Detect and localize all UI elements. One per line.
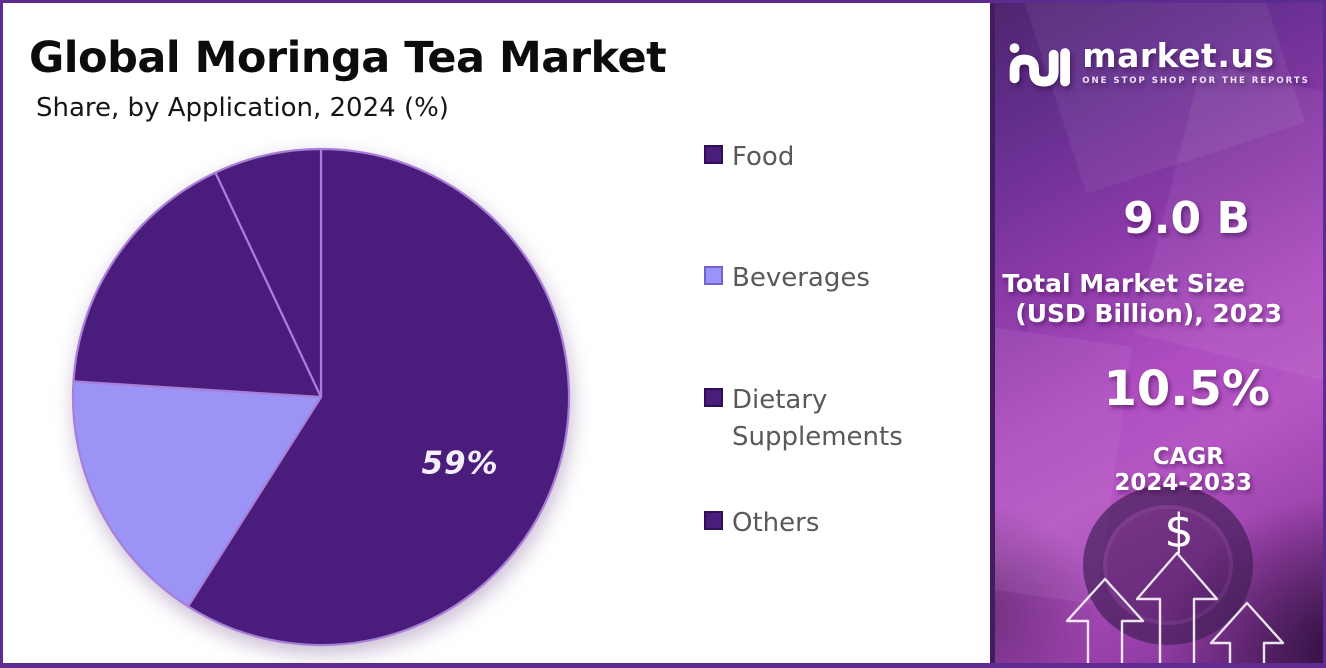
pie-slice-others bbox=[214, 147, 323, 399]
brand-logo: market.us ONE STOP SHOP FOR THE REPORTS bbox=[995, 35, 1323, 89]
cagr-value: 10.5% bbox=[1103, 361, 1270, 417]
legend-swatch-others bbox=[704, 511, 723, 530]
pie-slice-dietary-supplements bbox=[72, 171, 323, 399]
market-size-label-2: (USD Billion), 2023 bbox=[1015, 299, 1282, 328]
cagr-label: CAGR bbox=[1152, 444, 1224, 470]
market-size-value: 9.0 B bbox=[1123, 193, 1250, 244]
legend-item-food: Food bbox=[704, 139, 944, 176]
legend-swatch-beverages bbox=[704, 266, 723, 285]
chart-subtitle: Share, by Application, 2024 (%) bbox=[36, 93, 449, 123]
legend-item-dietary-supplements: Dietary Supplements bbox=[704, 382, 944, 456]
brand-tagline: ONE STOP SHOP FOR THE REPORTS bbox=[1082, 75, 1310, 86]
legend-label-beverages: Beverages bbox=[732, 263, 870, 293]
marketus-logo-icon bbox=[1009, 43, 1071, 87]
up-arrow-icon bbox=[1135, 551, 1219, 663]
pie-slice-beverages bbox=[71, 380, 323, 608]
cagr-period: 2024-2033 bbox=[1114, 470, 1252, 496]
market-size-label-1: Total Market Size bbox=[1002, 269, 1245, 298]
page-title: Global Moringa Tea Market bbox=[29, 33, 667, 83]
legend-item-others: Others bbox=[704, 505, 944, 542]
brand-name: market.us bbox=[1082, 35, 1275, 75]
pie-chart: 59% bbox=[71, 147, 571, 647]
up-arrow-icon bbox=[1209, 601, 1285, 663]
legend-swatch-dietary-supplements bbox=[704, 388, 723, 407]
up-arrow-icon bbox=[1065, 577, 1145, 663]
legend-item-beverages: Beverages bbox=[704, 260, 944, 297]
pie-value-label: 59% bbox=[421, 446, 498, 482]
legend-label-food: Food bbox=[732, 142, 795, 172]
legend-label-dietary-supplements: Dietary Supplements bbox=[732, 385, 903, 452]
dollar-icon: $ bbox=[1164, 504, 1193, 558]
brand-sidebar: market.us ONE STOP SHOP FOR THE REPORTS … bbox=[990, 3, 1323, 663]
growth-arrows-graphic: $ bbox=[1065, 504, 1285, 663]
legend-label-others: Others bbox=[732, 508, 820, 538]
legend-swatch-food bbox=[704, 145, 723, 164]
pie-slice-food bbox=[187, 147, 571, 647]
